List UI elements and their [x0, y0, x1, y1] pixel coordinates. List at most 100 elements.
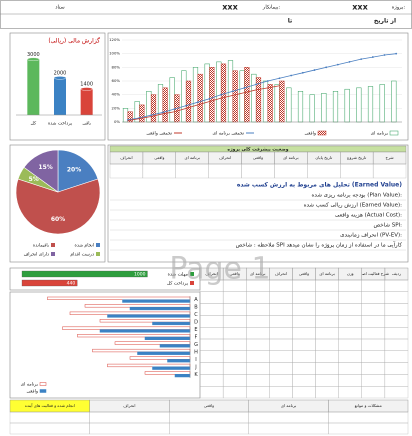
pie-slice — [15, 178, 101, 235]
analysis-line: هزینه واقعی (Actual Cost): — [335, 213, 402, 219]
legend-swatch — [317, 130, 327, 136]
data-label: 440 — [67, 281, 76, 287]
bar — [152, 321, 191, 326]
bar — [54, 77, 66, 115]
table-cell — [222, 291, 247, 304]
bar — [69, 311, 191, 315]
analysis-title: تحلیل های مربوط به ارزش کسب شده (Earned … — [237, 182, 402, 189]
table-cell — [361, 350, 386, 363]
table-cell — [315, 315, 339, 328]
table-cell — [292, 362, 316, 375]
table-cell — [269, 386, 293, 399]
table-header: واقعی — [154, 155, 164, 160]
bar — [77, 334, 191, 338]
table-cell — [384, 315, 409, 328]
y-tick-label: G — [194, 342, 198, 348]
table-cell — [222, 338, 247, 351]
legend-swatch — [39, 382, 47, 386]
bar — [92, 348, 191, 353]
table-cell — [89, 422, 170, 435]
bar — [197, 73, 203, 123]
bar — [379, 84, 385, 123]
series-line — [127, 85, 280, 122]
table-cell — [292, 386, 316, 399]
bar — [321, 93, 327, 123]
table-header: انجام شده و فعالیت های آینده — [25, 403, 75, 408]
bar — [47, 296, 191, 300]
table-cell — [361, 362, 386, 375]
table-cell — [269, 303, 293, 316]
legend-swatch — [389, 130, 399, 136]
bar — [21, 279, 78, 287]
table-cell — [222, 362, 247, 375]
analysis-line: انحراف زمانبندی (PV-EV): — [340, 233, 402, 239]
y-tick-label: F — [195, 335, 198, 341]
table-header: شرح فعالیت اصلی — [358, 271, 390, 276]
table-cell — [246, 315, 270, 328]
table-cell — [248, 411, 329, 424]
legend-label: درست اقدام — [70, 253, 94, 258]
table-cell — [338, 338, 362, 351]
legend-label: انجام شده — [75, 244, 95, 249]
bar — [99, 319, 191, 323]
table-cell — [222, 315, 247, 328]
table-cell — [361, 386, 386, 399]
legend-label: تجمعی واقعی — [146, 132, 172, 137]
analysis-line: ملاحظه : شاخص SPI کارآیی ما در استفاده ا… — [236, 242, 403, 249]
y-tick-label: 40% — [112, 92, 121, 97]
legend-label: باقیمانده — [33, 244, 49, 249]
table-cell — [292, 327, 316, 340]
bar — [107, 363, 191, 368]
table-cell — [241, 163, 275, 179]
table-cell — [338, 350, 362, 363]
bar — [27, 59, 40, 115]
table-cell — [292, 303, 316, 316]
table-cell — [199, 327, 224, 340]
y-tick-label: J — [194, 364, 196, 370]
progress-box — [107, 32, 409, 141]
analysis-line: شاخص SPI: — [374, 223, 403, 229]
table-cell — [199, 374, 224, 387]
legend-label: واقعی — [27, 390, 39, 395]
table-cell — [384, 338, 409, 351]
table-header: انحراف — [123, 403, 135, 408]
table-cell — [315, 279, 339, 292]
table-cell — [269, 374, 293, 387]
legend-label: واقعی — [305, 132, 317, 137]
bar-cap — [53, 76, 67, 80]
table-cell — [248, 422, 329, 435]
legend-label: تجمعی برنامه ای — [213, 132, 245, 137]
table-cell — [292, 350, 316, 363]
bar — [139, 104, 145, 123]
table-cell — [269, 362, 293, 375]
table-cell — [338, 279, 362, 292]
bar — [239, 70, 245, 123]
bar — [159, 344, 191, 348]
y-tick-label: C — [194, 312, 198, 318]
bar-cap — [80, 87, 93, 91]
project-label: پروژه: — [392, 5, 406, 11]
bar — [174, 374, 191, 378]
table-cell — [361, 303, 386, 316]
table-cell — [199, 315, 224, 328]
table-header: تاریخ پایان — [315, 155, 332, 160]
legend-label: برنامه ای — [371, 132, 388, 137]
table-header: واقعی — [299, 271, 309, 276]
bar-cap — [27, 57, 40, 61]
bar — [356, 87, 362, 123]
chart-title: گزارش مالی (ریالی) — [48, 37, 100, 45]
table-cell — [246, 362, 270, 375]
table-cell — [222, 374, 247, 387]
bar — [122, 299, 191, 303]
legend-label: پرداخت کل — [167, 281, 189, 287]
table-cell — [384, 303, 409, 316]
table-cell — [384, 291, 409, 304]
table-cell — [328, 411, 409, 424]
bar — [267, 84, 273, 123]
data-label: 20% — [67, 166, 81, 173]
table-cell — [338, 362, 362, 375]
data-label: 5% — [29, 176, 39, 183]
table-cell — [269, 291, 293, 304]
table-cell — [384, 386, 409, 399]
table-cell — [9, 422, 90, 435]
